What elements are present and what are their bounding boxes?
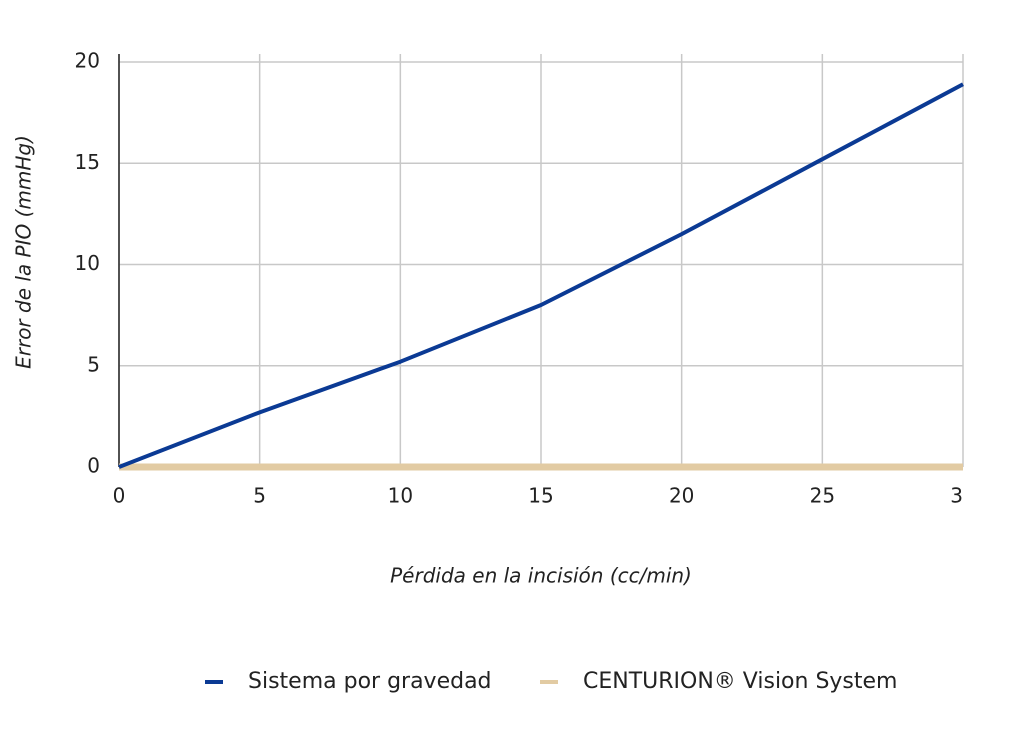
series-line [118,82,964,469]
x-tick-label: 20 [669,484,694,508]
y-tick-label: 10 [75,251,100,275]
x-tick-label: 10 [388,484,413,508]
x-tick-label: 30 [950,484,975,508]
ticks: 0 5 10 15 20 0 5 10 15 20 25 30 [75,49,975,508]
x-axis-title: Pérdida en la incisión (cc/min) [390,564,692,588]
y-tick-label: 15 [75,150,100,174]
grid [118,54,964,468]
y-tick-label: 5 [87,352,100,376]
x-tick-label: 25 [810,484,835,508]
x-tick-label: 5 [253,484,266,508]
y-axis-title: Error de la PIO (mmHg) [12,135,36,369]
y-tick-label: 0 [87,454,100,478]
x-tick-label: 15 [528,484,553,508]
legend: Sistema por gravedad CENTURION® Vision Sy… [205,669,898,694]
legend-label: CENTURION® Vision System [583,669,898,694]
y-tick-label: 20 [75,49,100,73]
x-tick-label: 0 [113,484,126,508]
legend-label: Sistema por gravedad [248,669,492,694]
plot [118,82,964,471]
